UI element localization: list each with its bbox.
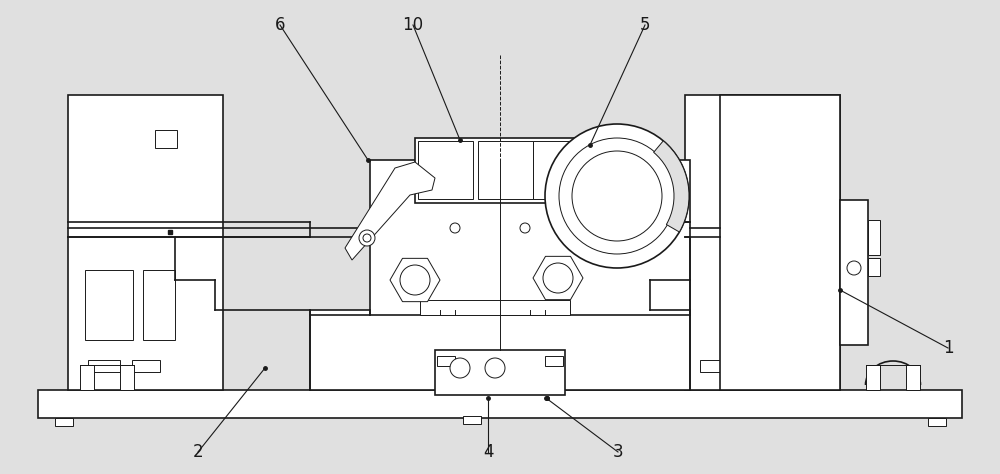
Bar (415, 138, 585, 203)
Bar (840, 200, 868, 345)
Bar (88, 360, 120, 372)
Bar (868, 258, 880, 276)
Circle shape (543, 263, 573, 293)
Wedge shape (654, 141, 689, 232)
Bar (132, 360, 160, 372)
Bar (720, 95, 840, 390)
Text: 6: 6 (275, 16, 285, 34)
Bar (685, 95, 840, 390)
Polygon shape (345, 162, 435, 260)
Circle shape (545, 124, 689, 268)
Bar (120, 365, 134, 390)
Bar (533, 141, 583, 199)
Text: 1: 1 (943, 339, 953, 357)
Bar (630, 148, 648, 166)
Bar (310, 310, 690, 390)
Text: 2: 2 (193, 443, 203, 461)
Bar (68, 95, 223, 390)
Bar (55, 418, 73, 426)
Bar (607, 138, 627, 158)
Bar (435, 350, 565, 395)
Bar (370, 160, 690, 315)
Bar (437, 356, 455, 366)
Bar (928, 418, 946, 426)
Bar (418, 141, 473, 199)
Bar (143, 270, 175, 340)
Bar (38, 390, 962, 418)
Bar (420, 300, 570, 315)
Circle shape (450, 223, 460, 233)
Circle shape (450, 358, 470, 378)
Text: 5: 5 (640, 16, 650, 34)
Bar (738, 360, 766, 372)
Circle shape (605, 217, 621, 233)
Text: 4: 4 (483, 443, 493, 461)
Circle shape (485, 358, 505, 378)
Polygon shape (552, 162, 630, 245)
Bar (85, 270, 133, 340)
Bar (463, 416, 481, 424)
Bar (906, 365, 920, 390)
Bar (80, 365, 94, 390)
Bar (866, 365, 880, 390)
Text: 10: 10 (402, 16, 424, 34)
Text: 3: 3 (613, 443, 623, 461)
Circle shape (520, 223, 530, 233)
Bar (700, 360, 728, 372)
Circle shape (400, 265, 430, 295)
Bar (868, 220, 880, 255)
Bar (478, 141, 533, 199)
Bar (155, 130, 177, 148)
Circle shape (847, 261, 861, 275)
Bar (545, 356, 563, 366)
Circle shape (359, 230, 375, 246)
